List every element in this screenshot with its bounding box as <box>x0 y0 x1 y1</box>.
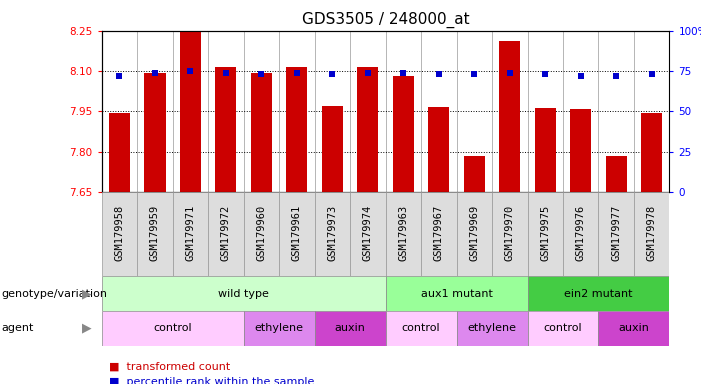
Bar <box>315 311 386 346</box>
Text: aux1 mutant: aux1 mutant <box>421 289 493 299</box>
Bar <box>456 311 527 346</box>
Bar <box>102 276 386 311</box>
Bar <box>641 113 662 192</box>
Bar <box>251 73 272 192</box>
Bar <box>421 192 456 276</box>
Text: GSM179958: GSM179958 <box>114 205 124 261</box>
Bar <box>322 106 343 192</box>
Bar <box>606 156 627 192</box>
Text: GSM179970: GSM179970 <box>505 205 515 261</box>
Text: ■  transformed count: ■ transformed count <box>109 362 230 372</box>
Text: GSM179976: GSM179976 <box>576 205 586 261</box>
Bar <box>535 108 556 192</box>
Text: GSM179978: GSM179978 <box>647 205 657 261</box>
Text: GSM179969: GSM179969 <box>469 205 479 261</box>
Bar <box>386 311 456 346</box>
Text: GSM179971: GSM179971 <box>185 205 196 261</box>
Text: GSM179963: GSM179963 <box>398 205 408 261</box>
Bar <box>634 192 669 276</box>
Text: GSM179960: GSM179960 <box>257 205 266 261</box>
Text: ▶: ▶ <box>81 322 91 335</box>
Text: control: control <box>154 323 192 333</box>
Bar <box>357 67 379 192</box>
Bar <box>215 67 236 192</box>
Bar <box>386 276 527 311</box>
Bar <box>244 192 279 276</box>
Text: wild type: wild type <box>218 289 269 299</box>
Bar <box>144 73 165 192</box>
Text: ein2 mutant: ein2 mutant <box>564 289 633 299</box>
Bar <box>350 192 386 276</box>
Bar <box>527 311 599 346</box>
Text: ethylene: ethylene <box>254 323 304 333</box>
Text: agent: agent <box>1 323 34 333</box>
Bar <box>599 192 634 276</box>
Bar <box>393 76 414 192</box>
Bar <box>172 192 208 276</box>
Bar <box>563 192 599 276</box>
Text: GSM179975: GSM179975 <box>540 205 550 261</box>
Bar <box>499 41 520 192</box>
Text: GSM179974: GSM179974 <box>363 205 373 261</box>
Bar <box>286 67 308 192</box>
Text: ethylene: ethylene <box>468 323 517 333</box>
Text: GSM179961: GSM179961 <box>292 205 302 261</box>
Bar <box>492 192 527 276</box>
Bar <box>527 192 563 276</box>
Bar <box>244 311 315 346</box>
Text: auxin: auxin <box>618 323 649 333</box>
Bar <box>463 156 485 192</box>
Text: ■  percentile rank within the sample: ■ percentile rank within the sample <box>109 377 314 384</box>
Text: GSM179967: GSM179967 <box>434 205 444 261</box>
Bar <box>599 311 669 346</box>
Text: genotype/variation: genotype/variation <box>1 289 107 299</box>
Bar <box>179 31 201 192</box>
Text: control: control <box>544 323 583 333</box>
Bar <box>386 192 421 276</box>
Bar <box>279 192 315 276</box>
Bar <box>109 113 130 192</box>
Bar <box>428 106 449 192</box>
Bar <box>456 192 492 276</box>
Title: GDS3505 / 248000_at: GDS3505 / 248000_at <box>301 12 470 28</box>
Bar <box>137 192 172 276</box>
Text: auxin: auxin <box>334 323 365 333</box>
Bar <box>208 192 244 276</box>
Bar <box>102 192 137 276</box>
Bar <box>570 109 592 192</box>
Bar <box>102 311 244 346</box>
Text: ▶: ▶ <box>81 287 91 300</box>
Bar <box>315 192 350 276</box>
Text: GSM179972: GSM179972 <box>221 205 231 261</box>
Text: GSM179973: GSM179973 <box>327 205 337 261</box>
Text: GSM179959: GSM179959 <box>150 205 160 261</box>
Text: control: control <box>402 323 440 333</box>
Bar <box>527 276 669 311</box>
Text: GSM179977: GSM179977 <box>611 205 621 261</box>
